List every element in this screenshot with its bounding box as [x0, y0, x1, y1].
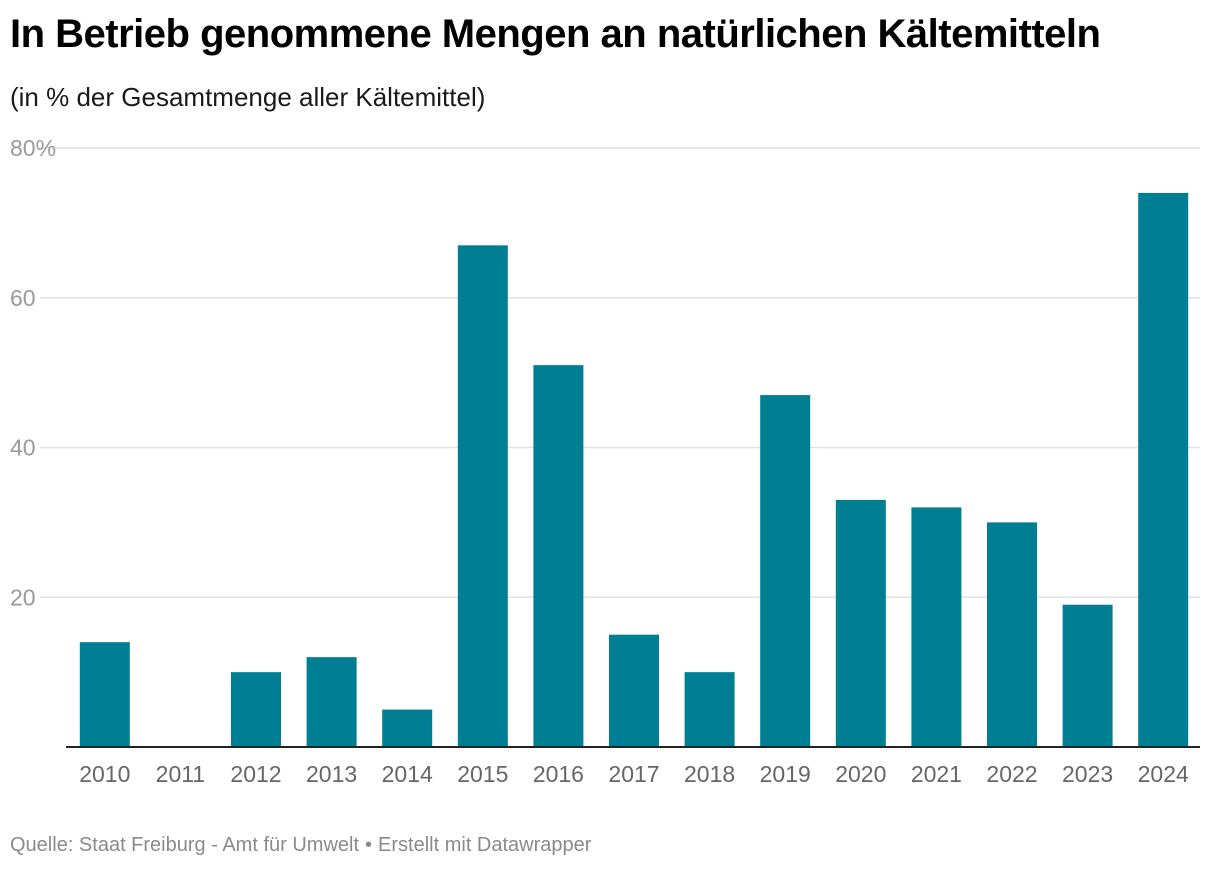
x-tick-label-2023: 2023: [1062, 761, 1113, 787]
y-tick-label-20: 20: [10, 584, 36, 610]
x-tick-label-2013: 2013: [306, 761, 357, 787]
x-tick-label-2014: 2014: [382, 761, 433, 787]
y-tick-label-80: 80%: [10, 135, 56, 161]
y-tick-label-40: 40: [10, 435, 36, 461]
bar-2016[interactable]: [533, 365, 584, 747]
x-tick-label-2012: 2012: [230, 761, 281, 787]
bar-2017[interactable]: [609, 634, 659, 747]
bar-2020[interactable]: [835, 499, 886, 747]
bar-2014[interactable]: [382, 709, 433, 747]
x-tick-label-2018: 2018: [684, 761, 735, 787]
footer-separator: •: [365, 834, 373, 856]
source-note: Quelle: Staat Freiburg - Amt für Umwelt: [10, 834, 360, 856]
chart-subtitle: (in % der Gesamtmenge aller Kältemittel): [10, 82, 486, 112]
x-tick-label-2024: 2024: [1138, 761, 1189, 787]
x-tick-label-2019: 2019: [760, 761, 811, 787]
bar-2013[interactable]: [306, 657, 357, 747]
bar-2010[interactable]: [79, 642, 130, 747]
x-tick-label-2011: 2011: [156, 761, 205, 787]
bar-2024[interactable]: [1138, 192, 1189, 748]
chart-title: In Betrieb genommene Mengen an natürlich…: [10, 12, 1101, 56]
x-tick-label-2021: 2021: [911, 761, 962, 787]
bar-2019[interactable]: [760, 395, 811, 747]
x-tick-label-2022: 2022: [986, 761, 1037, 787]
x-tick-label-2015: 2015: [457, 761, 508, 787]
bar-2018[interactable]: [684, 672, 735, 747]
datawrapper-credit-link[interactable]: Erstellt mit Datawrapper: [378, 834, 592, 856]
bar-2015[interactable]: [457, 245, 508, 747]
x-tick-label-2017: 2017: [608, 761, 659, 787]
x-tick-label-2020: 2020: [835, 761, 886, 787]
chart-footer: Quelle: Staat Freiburg - Amt für Umwelt •…: [10, 834, 591, 857]
y-tick-label-60: 60: [10, 285, 36, 311]
bar-2012[interactable]: [231, 672, 281, 747]
bar-2023[interactable]: [1062, 604, 1113, 747]
bar-2022[interactable]: [987, 522, 1037, 747]
x-tick-label-2016: 2016: [533, 761, 584, 787]
bar-2021[interactable]: [911, 507, 962, 747]
x-tick-label-2010: 2010: [79, 761, 130, 787]
